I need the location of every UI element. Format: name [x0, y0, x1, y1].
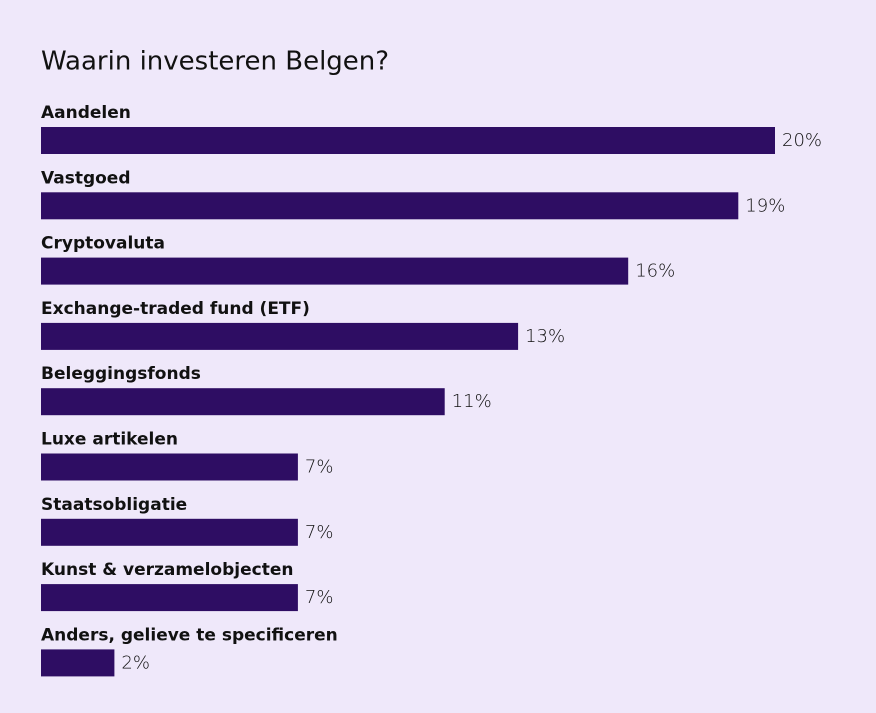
value-label: 20%	[782, 130, 822, 151]
value-label: 19%	[745, 195, 785, 216]
bar	[41, 584, 298, 612]
category-label: Luxe artikelen	[41, 430, 178, 450]
category-label: Vastgoed	[41, 168, 131, 188]
category-label: Anders, gelieve te specificeren	[41, 625, 338, 645]
value-label: 2%	[121, 652, 150, 673]
value-label: 16%	[635, 261, 675, 282]
chart-title: Waarin investeren Belgen?	[41, 47, 389, 77]
bar	[41, 322, 519, 350]
value-label: 7%	[305, 457, 334, 478]
bar	[41, 518, 298, 546]
bar	[41, 192, 739, 220]
value-label: 11%	[452, 391, 492, 412]
bar	[41, 453, 298, 481]
category-label: Beleggingsfonds	[41, 364, 201, 384]
value-label: 7%	[305, 587, 334, 608]
bar	[41, 649, 115, 677]
bar	[41, 257, 629, 285]
bar	[41, 127, 775, 154]
value-label: 7%	[305, 522, 334, 543]
category-label: Exchange-traded fund (ETF)	[41, 299, 310, 319]
category-label: Kunst & verzamelobjecten	[41, 560, 293, 580]
bar	[41, 388, 445, 416]
category-label: Aandelen	[41, 103, 131, 123]
value-label: 13%	[525, 326, 565, 347]
category-label: Staatsobligatie	[41, 495, 187, 515]
category-label: Cryptovaluta	[41, 234, 165, 254]
